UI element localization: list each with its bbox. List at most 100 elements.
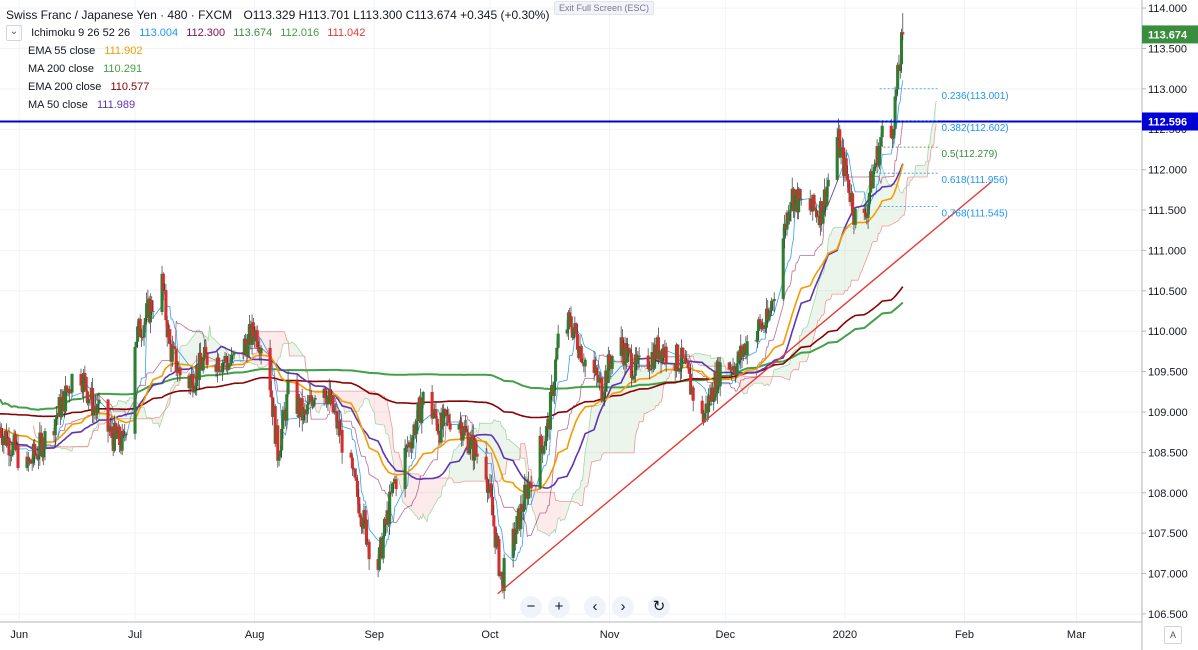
cloud-segment [857,206,860,281]
candle-body [175,372,180,373]
chevron-down-icon[interactable]: ⌄ [6,25,22,42]
cloud-segment [600,396,602,460]
cloud-segment [416,473,418,519]
auto-scale-button[interactable]: A [1164,626,1182,644]
ichimoku-cloud [33,100,937,537]
cloud-segment [316,391,318,413]
cloud-segment [628,362,631,453]
candle-body [552,381,556,396]
candle-body [220,363,225,372]
legend-ema55[interactable]: EMA 55 close 111.902 [6,42,549,60]
cloud-segment [563,501,565,520]
candle-body [259,347,263,354]
legend-ema200[interactable]: EMA 200 close 110.577 [6,78,549,96]
candle-body [55,416,59,420]
time-tick-label: Nov [600,629,620,641]
cloud-segment [577,489,579,504]
candle-body [323,388,327,398]
cloud-segment [627,362,629,453]
cloud-segment [510,441,520,460]
candle-body [37,456,41,460]
legend-ichimoku[interactable]: ⌄ Ichimoku 9 26 52 26 113.004 112.300 11… [6,24,549,42]
cloud-segment [641,366,644,422]
candle-body [67,388,71,394]
candle-body [420,404,424,423]
candle-body [574,323,578,334]
candle-body [388,491,392,524]
candle-body [142,325,146,338]
candle-body [627,348,631,350]
price-tick-label: 110.000 [1148,326,1187,338]
cloud-segment [824,257,826,314]
cloud-segment [414,473,416,516]
candle-body [735,363,739,376]
candle-body [878,146,882,166]
cloud-segment [552,492,555,533]
cloud-segment [388,408,390,443]
line-price-badge-bg [1142,112,1198,131]
scroll-back-button[interactable]: ‹ [584,596,606,618]
exit-fullscreen-button[interactable]: Exit Full Screen (ESC) [554,1,655,15]
cloud-segment [174,381,177,388]
reset-chart-button[interactable]: ↻ [648,596,670,618]
scroll-forward-button[interactable]: › [612,596,634,618]
cloud-segment [711,358,713,367]
candle-body [305,404,309,415]
cloud-segment [823,269,825,316]
cloud-segment [142,407,145,419]
legend-ma200[interactable]: MA 200 close 110.291 [6,60,549,78]
candle-body [770,300,774,311]
cloud-segment [429,477,439,515]
time-axis: Jun Jul Aug Sep Oct Nov Dec 2020 Feb Mar [0,621,1142,641]
cloud-segment [495,420,497,482]
cloud-segment [852,227,854,281]
candle-body [30,462,34,464]
candle-body [838,129,842,158]
cloud-segment [533,482,535,516]
candle-body [403,447,407,489]
cloud-segment [480,423,483,482]
candle-body [502,557,506,592]
candle-body [762,325,766,329]
candle-body [121,430,126,435]
cloud-segment [802,328,804,362]
candle-body [276,425,280,461]
candle-body [133,346,137,434]
legend-ma50[interactable]: MA 50 close 111.989 [6,96,549,114]
cloud-segment [834,226,844,295]
candle-body [901,32,905,35]
time-tick-label: Jun [10,629,28,641]
cloud-segment [456,437,466,483]
cloud-segment [428,477,430,515]
ema55-value: 111.902 [104,45,143,57]
candle-body [554,359,558,382]
candle-body [227,363,231,370]
candle-body [632,375,636,380]
candle-body [460,422,464,441]
candle-body [579,345,583,363]
candle-body [222,362,226,364]
candle-body [608,354,612,365]
cloud-segment [779,367,781,377]
cloud-segment [766,376,768,385]
candle-body [466,432,470,454]
candle-body [43,431,47,450]
candle-body [812,194,816,209]
candle-body [545,426,549,442]
candle-body [70,374,74,393]
candle-body [768,310,772,313]
candle-body [628,349,632,354]
candle-body [529,482,533,489]
cloud-segment [212,337,214,361]
candle-body [629,353,633,378]
cloud-segment [887,181,889,226]
candle-body [889,125,893,138]
candle-body [871,171,875,189]
cloud-segment [817,280,820,321]
candle-body [269,390,273,398]
cloud-segment [384,396,386,434]
candle-body [712,400,716,402]
zoom-in-button[interactable]: + [548,596,570,618]
zoom-out-button[interactable]: − [520,596,542,618]
